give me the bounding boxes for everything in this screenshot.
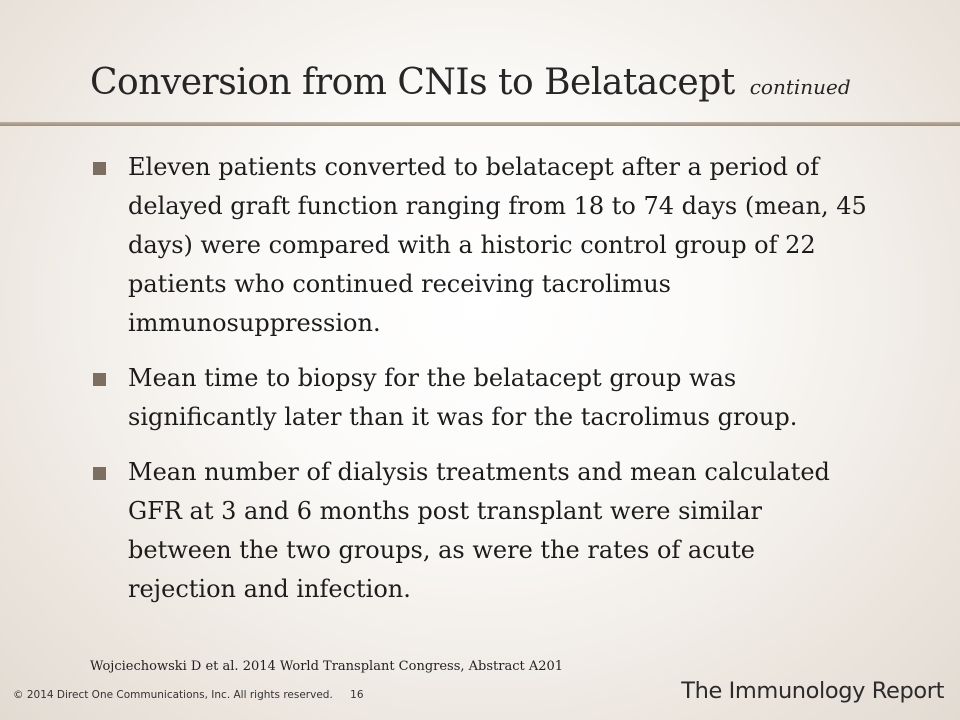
citation: Wojciechowski D et al. 2014 World Transp… bbox=[90, 659, 564, 674]
square-bullet-icon bbox=[93, 162, 106, 175]
page-number: 16 bbox=[350, 689, 364, 701]
bullet-text: Mean time to biopsy for the belatacept g… bbox=[128, 364, 798, 431]
bullet-text: Eleven patients converted to belatacept … bbox=[128, 153, 867, 337]
bullet-item: Mean number of dialysis treatments and m… bbox=[90, 453, 870, 609]
bullet-item: Eleven patients converted to belatacept … bbox=[90, 148, 870, 343]
slide-title: Conversion from CNIs to Belatacept conti… bbox=[90, 62, 930, 103]
bullet-list: Eleven patients converted to belatacept … bbox=[90, 148, 870, 625]
bullet-text: Mean number of dialysis treatments and m… bbox=[128, 458, 830, 603]
square-bullet-icon bbox=[93, 373, 106, 386]
copyright-text: © 2014 Direct One Communications, Inc. A… bbox=[13, 689, 333, 701]
brand-logo: The Immunology Report bbox=[681, 678, 944, 704]
slide-title-text: Conversion from CNIs to Belatacept bbox=[90, 62, 735, 103]
footer-copyright: © 2014 Direct One Communications, Inc. A… bbox=[13, 689, 364, 701]
bullet-item: Mean time to biopsy for the belatacept g… bbox=[90, 359, 870, 437]
square-bullet-icon bbox=[93, 467, 106, 480]
title-divider bbox=[0, 122, 960, 126]
slide-title-suffix: continued bbox=[749, 75, 851, 99]
